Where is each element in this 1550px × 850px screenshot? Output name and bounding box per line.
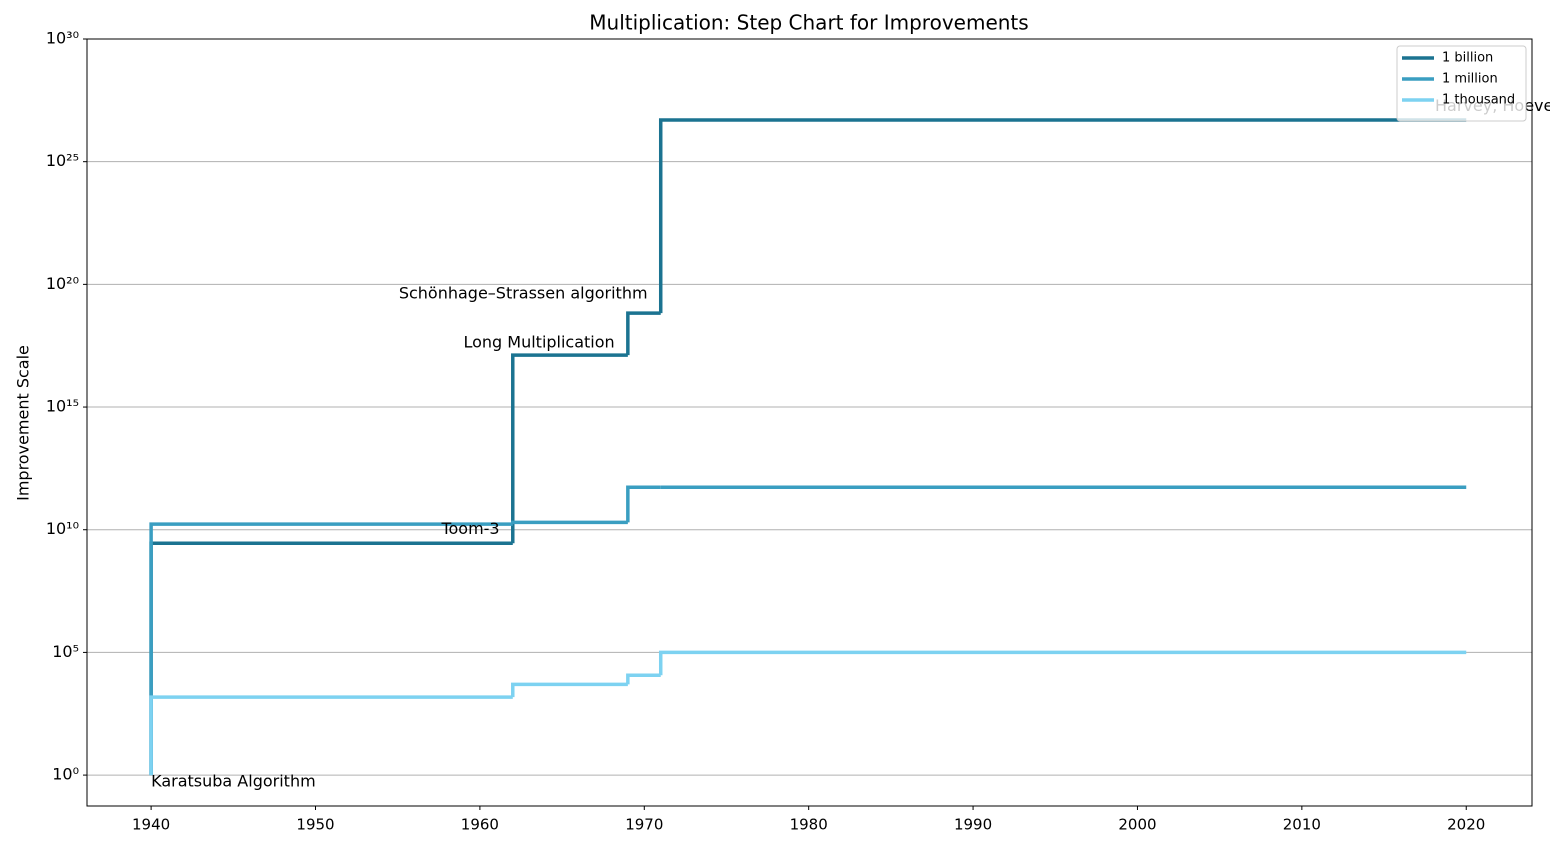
y-tick-label: 10²⁵	[46, 151, 79, 170]
annotation: Long Multiplication	[463, 333, 614, 352]
annotation: Schönhage–Strassen algorithm	[399, 284, 648, 303]
y-tick-label: 10¹⁰	[46, 519, 79, 538]
step-segment	[149, 522, 513, 776]
x-tick-label: 1980	[790, 816, 828, 834]
annotation: Karatsuba Algorithm	[151, 772, 316, 791]
y-axis-label: Improvement Scale	[14, 345, 33, 501]
x-tick-label: 1940	[132, 816, 170, 834]
x-tick-label: 2020	[1447, 816, 1485, 834]
step-segment	[626, 311, 661, 356]
annotation: Toom-3	[440, 519, 499, 538]
plot-lines	[149, 118, 1467, 776]
step-segment	[149, 695, 513, 776]
x-tick-label: 1990	[954, 816, 992, 834]
legend-label: 1 billion	[1442, 51, 1493, 66]
legend-box	[1396, 45, 1527, 122]
x-tick-label: 2010	[1283, 816, 1321, 834]
step-segment	[658, 650, 1467, 676]
step-segment	[626, 673, 661, 685]
x-tick-label: 1960	[461, 816, 499, 834]
step-segment	[511, 353, 628, 544]
x-tick-label: 2000	[1118, 816, 1156, 834]
y-tick-label: 10¹⁵	[46, 397, 79, 416]
step-segment	[149, 541, 513, 776]
y-tick-label: 10²⁰	[46, 274, 79, 293]
legend-label: 1 thousand	[1442, 93, 1515, 108]
y-tick-label: 10⁰	[52, 765, 79, 784]
step-segment	[511, 682, 628, 698]
plot-frame	[86, 38, 1533, 807]
x-tick-label: 1950	[296, 816, 334, 834]
y-tick-label: 10⁵	[52, 642, 79, 661]
x-tick-label: 1970	[625, 816, 663, 834]
step-segment	[511, 520, 628, 525]
chart-title: Multiplication: Step Chart for Improveme…	[589, 11, 1028, 35]
step-segment	[626, 485, 661, 523]
y-tick-label: 10³⁰	[46, 29, 79, 48]
step-segment	[658, 118, 1467, 314]
legend-label: 1 million	[1442, 72, 1498, 87]
